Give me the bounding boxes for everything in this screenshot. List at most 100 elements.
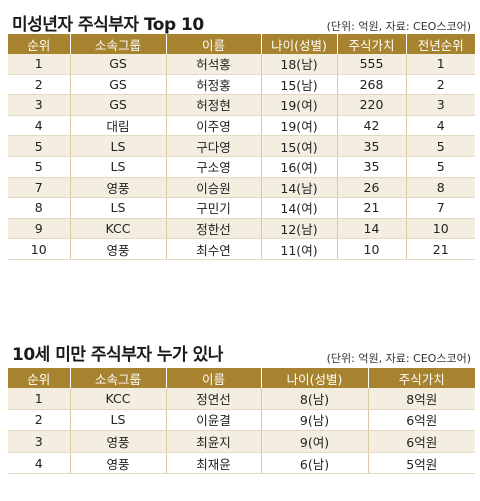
- table-cell: 14: [336, 218, 406, 240]
- table-cell: KCC: [69, 388, 166, 410]
- table-cell: 최재윤: [165, 452, 261, 475]
- table-row: 2 LS 이윤결 9(남) 6억원: [8, 409, 475, 432]
- table-cell: 3: [8, 430, 70, 453]
- table-cell: 26: [336, 177, 406, 199]
- table-cell: 2: [405, 74, 475, 96]
- table-cell: 5: [405, 135, 475, 157]
- column-header: 나이(성별): [260, 34, 337, 54]
- section-title: 10세 미만 주식부자 누가 있나: [12, 345, 223, 365]
- table-cell: 2: [8, 409, 70, 432]
- table-cell: 영풍: [69, 452, 166, 475]
- column-header: 이름: [165, 368, 261, 388]
- table-cell: 3: [8, 94, 70, 116]
- table-cell: 구민기: [165, 197, 261, 219]
- table-cell: 4: [8, 115, 70, 137]
- table-cell: 정연선: [165, 388, 261, 410]
- column-header: 나이(성별): [260, 368, 368, 388]
- table-cell: 8: [8, 197, 70, 219]
- table-cell: 구다영: [165, 135, 261, 157]
- section-header: 미성년자 주식부자 Top 10 (단위: 억원, 자료: CEO스코어): [8, 8, 475, 35]
- table-cell: 35: [336, 156, 406, 178]
- table-cell: 영풍: [69, 430, 166, 453]
- table-cell: 1: [8, 54, 70, 75]
- table-cell: 4: [405, 115, 475, 137]
- table-header-row: 순위 소속그룹 이름 나이(성별) 주식가치 전년순위: [8, 34, 475, 54]
- table-cell: LS: [69, 409, 166, 432]
- column-header: 소속그룹: [69, 34, 166, 54]
- table-cell: 3: [405, 94, 475, 116]
- table-cell: 이승원: [165, 177, 261, 199]
- table-section-under10: 10세 미만 주식부자 누가 있나 (단위: 억원, 자료: CEO스코어) 순…: [8, 338, 475, 475]
- table-cell: 555: [336, 54, 406, 75]
- table-cell: 220: [336, 94, 406, 116]
- table-cell: 9(남): [260, 409, 368, 432]
- table-cell: 2: [8, 74, 70, 96]
- table-cell: LS: [69, 156, 166, 178]
- table-row: 9 KCC 정한선 12(남) 14 10: [8, 218, 475, 240]
- table-cell: 허정홍: [165, 74, 261, 96]
- under10-table: 순위 소속그룹 이름 나이(성별) 주식가치 1 KCC 정연선 8(남) 8억…: [8, 368, 475, 475]
- table-cell: 16(여): [260, 156, 337, 178]
- table-cell: 구소영: [165, 156, 261, 178]
- table-row: 8 LS 구민기 14(여) 21 7: [8, 197, 475, 219]
- table-cell: 5억원: [367, 452, 475, 475]
- table-cell: 8(남): [260, 388, 368, 410]
- table-cell: 이주영: [165, 115, 261, 137]
- table-row: 5 LS 구소영 16(여) 35 5: [8, 156, 475, 178]
- column-header: 소속그룹: [69, 368, 166, 388]
- table-cell: 허정현: [165, 94, 261, 116]
- table-cell: 대림: [69, 115, 166, 137]
- table-cell: 8억원: [367, 388, 475, 410]
- section-title: 미성년자 주식부자 Top 10: [12, 15, 204, 35]
- table-cell: 7: [405, 197, 475, 219]
- table-cell: 이윤결: [165, 409, 261, 432]
- table-cell: 7: [8, 177, 70, 199]
- top10-table: 순위 소속그룹 이름 나이(성별) 주식가치 전년순위 1 GS 허석홍 18(…: [8, 34, 475, 260]
- table-row: 1 GS 허석홍 18(남) 555 1: [8, 54, 475, 75]
- table-cell: 6억원: [367, 409, 475, 432]
- table-cell: 35: [336, 135, 406, 157]
- table-cell: 12(남): [260, 218, 337, 240]
- table-cell: 10: [336, 238, 406, 260]
- section-header: 10세 미만 주식부자 누가 있나 (단위: 억원, 자료: CEO스코어): [8, 338, 475, 365]
- table-cell: 영풍: [69, 238, 166, 260]
- table-cell: 18(남): [260, 54, 337, 75]
- table-cell: 14(여): [260, 197, 337, 219]
- table-cell: 1: [8, 388, 70, 410]
- table-row: 7 영풍 이승원 14(남) 26 8: [8, 177, 475, 199]
- table-cell: 최윤지: [165, 430, 261, 453]
- table-cell: 6억원: [367, 430, 475, 453]
- table-cell: KCC: [69, 218, 166, 240]
- table-cell: 5: [405, 156, 475, 178]
- table-cell: GS: [69, 74, 166, 96]
- table-row: 4 영풍 최재윤 6(남) 5억원: [8, 452, 475, 475]
- table-row: 1 KCC 정연선 8(남) 8억원: [8, 388, 475, 410]
- table-row: 3 GS 허정현 19(여) 220 3: [8, 94, 475, 116]
- table-cell: 1: [405, 54, 475, 75]
- column-header: 주식가치: [367, 368, 475, 388]
- table-cell: 15(남): [260, 74, 337, 96]
- table-cell: 9: [8, 218, 70, 240]
- table-cell: GS: [69, 94, 166, 116]
- table-row: 4 대림 이주영 19(여) 42 4: [8, 115, 475, 137]
- table-cell: 21: [405, 238, 475, 260]
- table-header-row: 순위 소속그룹 이름 나이(성별) 주식가치: [8, 368, 475, 388]
- column-header: 전년순위: [405, 34, 475, 54]
- table-cell: 10: [405, 218, 475, 240]
- table-cell: 19(여): [260, 115, 337, 137]
- table-row: 3 영풍 최윤지 9(여) 6억원: [8, 430, 475, 453]
- table-section-top10: 미성년자 주식부자 Top 10 (단위: 억원, 자료: CEO스코어) 순위…: [8, 8, 475, 260]
- table-cell: 268: [336, 74, 406, 96]
- table-cell: 8: [405, 177, 475, 199]
- column-header: 순위: [8, 34, 70, 54]
- table-cell: 정한선: [165, 218, 261, 240]
- table-cell: 10: [8, 238, 70, 260]
- table-row: 2 GS 허정홍 15(남) 268 2: [8, 74, 475, 96]
- table-cell: 영풍: [69, 177, 166, 199]
- column-header: 이름: [165, 34, 261, 54]
- column-header: 주식가치: [336, 34, 406, 54]
- table-cell: 최수연: [165, 238, 261, 260]
- table-cell: 5: [8, 156, 70, 178]
- unit-note: (단위: 억원, 자료: CEO스코어): [326, 20, 471, 33]
- column-header: 순위: [8, 368, 70, 388]
